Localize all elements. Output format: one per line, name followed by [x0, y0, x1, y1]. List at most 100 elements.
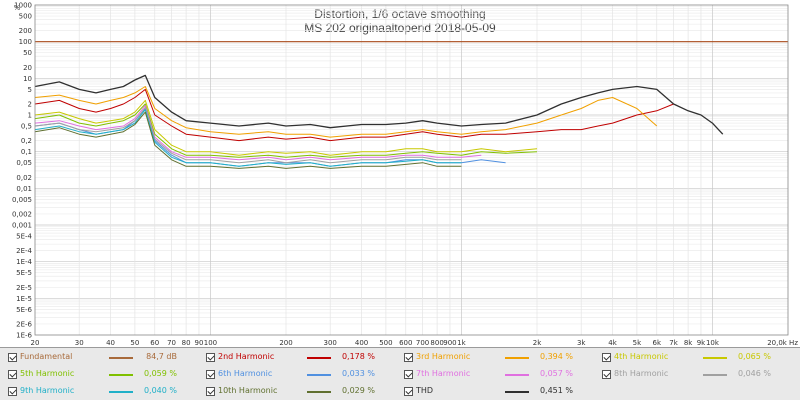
legend-color-swatch [307, 391, 331, 393]
checkbox-icon[interactable] [206, 353, 215, 362]
legend-color-swatch [307, 357, 331, 359]
y-tick-label: 5 [28, 86, 32, 94]
y-tick-label: 0,2 [21, 137, 32, 145]
series-line [34, 109, 462, 167]
checkbox-icon[interactable] [8, 387, 17, 396]
legend-item[interactable]: 3rd Harmonic 0,394 % [397, 350, 593, 366]
legend-series-name: 7th Harmonic [416, 369, 471, 378]
y-tick-label: 10 [23, 75, 32, 83]
x-tick-label: 7k [669, 339, 678, 347]
x-tick-label: 6k [652, 339, 661, 347]
legend-item[interactable]: 4th Harmonic 0,065 % [595, 350, 791, 366]
y-tick-label: 0,002 [12, 210, 32, 218]
x-tick-label: 500 [379, 339, 392, 347]
legend-item[interactable]: 2nd Harmonic 0,178 % [199, 350, 395, 366]
legend-item[interactable]: 7th Harmonic 0,057 % [397, 367, 593, 383]
y-tick-label: 2E-5 [16, 284, 32, 292]
legend-item[interactable]: 8th Harmonic 0,046 % [595, 367, 791, 383]
legend-item[interactable]: THD 0,451 % [397, 384, 593, 400]
x-tick-label: 5k [633, 339, 642, 347]
x-tick-label: 600 [399, 339, 412, 347]
legend-series-value: 0,059 % [143, 369, 177, 378]
x-tick-label: 800 [430, 339, 443, 347]
legend-series-name: 5th Harmonic [20, 369, 75, 378]
legend-item[interactable]: 9th Harmonic 0,040 % [1, 384, 197, 400]
y-tick-label: 5E-4 [16, 233, 32, 241]
checkbox-icon[interactable] [404, 387, 413, 396]
checkbox-icon[interactable] [206, 387, 215, 396]
y-tick-label: 2E-6 [16, 320, 32, 328]
y-tick-label: 50 [23, 49, 32, 57]
legend-color-swatch [109, 357, 133, 359]
legend-color-swatch [505, 374, 529, 376]
legend-color-swatch [109, 391, 133, 393]
legend-color-swatch [307, 374, 331, 376]
legend-series-value: 0,033 % [341, 369, 375, 378]
series-line [34, 111, 462, 169]
legend-item[interactable]: 10th Harmonic 0,029 % [199, 384, 395, 400]
y-tick-label: 200 [19, 27, 32, 35]
checkbox-icon[interactable] [206, 370, 215, 379]
y-tick-label: 500 [19, 13, 32, 21]
chart-title: Distortion, 1/6 octave smoothing [314, 7, 485, 21]
y-tick-label: 0,5 [21, 123, 32, 131]
y-tick-label: 100 [19, 38, 32, 46]
series-line [34, 107, 462, 164]
x-tick-label: 100 [204, 339, 217, 347]
y-tick-label: 1000 [14, 2, 32, 10]
legend-series-name: 4th Harmonic [614, 352, 669, 361]
x-tick-label: 20,0k Hz [767, 339, 798, 347]
x-tick-label: 60 [150, 339, 159, 347]
x-tick-label: 40 [106, 339, 115, 347]
legend-item[interactable]: 6th Harmonic 0,033 % [199, 367, 395, 383]
y-tick-label: 0,001 [12, 222, 32, 230]
y-tick-label: 2 [28, 100, 32, 108]
legend-series-name: 10th Harmonic [218, 386, 278, 395]
legend-series-name: 2nd Harmonic [218, 352, 275, 361]
legend-color-swatch [109, 374, 133, 376]
legend-series-name: 3rd Harmonic [416, 352, 471, 361]
series-line [34, 103, 538, 158]
legend-series-value: 0,065 % [737, 352, 771, 361]
legend-series-value: 0,451 % [539, 386, 573, 395]
x-tick-label: 90 [194, 339, 203, 347]
plot-frame [34, 4, 789, 336]
checkbox-icon[interactable] [8, 370, 17, 379]
legend-item[interactable]: 5th Harmonic 0,059 % [1, 367, 197, 383]
x-tick-label: 9k [697, 339, 706, 347]
y-tick-label: 0,02 [16, 174, 32, 182]
legend-color-swatch [703, 374, 727, 376]
y-tick-label: 0,01 [16, 185, 32, 193]
x-tick-label: 2k [533, 339, 542, 347]
legend-series-name: 8th Harmonic [614, 369, 669, 378]
x-tick-label: 300 [324, 339, 337, 347]
y-tick-label: 1 [28, 112, 32, 120]
distortion-chart: Distortion, 1/6 octave smoothing MS 202 … [11, 1, 799, 348]
legend-series-value: 84,7 dB [146, 352, 177, 361]
legend-series-name: THD [416, 386, 434, 395]
tick-labels: 1000 500 200 100 50 20 10 5 2 1 0,5 0,2 0,1 0,05 0,02 0… [12, 2, 798, 348]
checkbox-icon[interactable] [602, 370, 611, 379]
x-tick-label: 30 [75, 339, 84, 347]
y-tick-label: 0,005 [12, 196, 32, 204]
x-tick-label: 8k [684, 339, 693, 347]
y-tick-label: 5E-6 [16, 306, 32, 314]
series-line [34, 88, 674, 142]
legend-series-value: 0,394 % [539, 352, 573, 361]
y-tick-label: 2E-4 [16, 247, 32, 255]
legend-series-name: 9th Harmonic [20, 386, 75, 395]
legend-color-swatch [505, 391, 529, 393]
legend-series-value: 0,046 % [737, 369, 771, 378]
y-tick-label: 20 [23, 64, 32, 72]
checkbox-icon[interactable] [8, 353, 17, 362]
y-axis-unit-label: % [14, 4, 21, 12]
legend-series-value: 0,057 % [539, 369, 573, 378]
checkbox-icon[interactable] [602, 353, 611, 362]
checkbox-icon[interactable] [404, 353, 413, 362]
x-tick-label: 70 [167, 339, 176, 347]
checkbox-icon[interactable] [404, 370, 413, 379]
legend-color-swatch [703, 357, 727, 359]
legend-color-swatch [505, 357, 529, 359]
legend-item[interactable]: Fundamental 84,7 dB [1, 350, 197, 366]
x-tick-label: 10k [706, 339, 720, 347]
